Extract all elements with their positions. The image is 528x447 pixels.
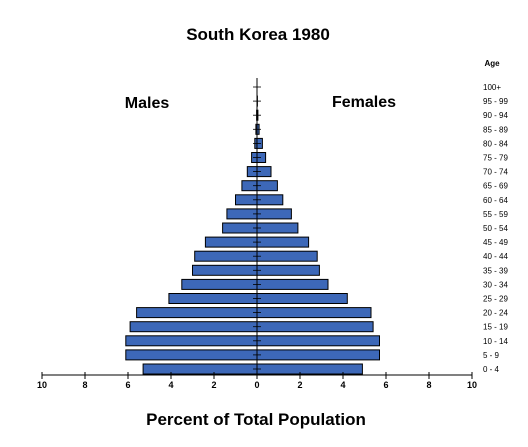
age-tick-label: 25 - 29 (483, 295, 508, 304)
x-tick-label: 8 (82, 380, 87, 390)
bar-male-2 (125, 335, 258, 347)
age-tick-label: 0 - 4 (483, 365, 500, 374)
bar-female-0 (256, 363, 363, 375)
bars-group (125, 78, 380, 376)
males-label: Males (125, 95, 170, 112)
age-tick-label: 40 - 44 (483, 252, 508, 261)
x-tick-label: 6 (125, 380, 130, 390)
x-tick-label: 10 (467, 380, 477, 390)
age-tick-label: 50 - 54 (483, 224, 508, 233)
bar-male-7 (192, 264, 258, 276)
bar-male-8 (194, 250, 258, 262)
bar-male-9 (204, 236, 258, 248)
bar-female-5 (256, 293, 348, 304)
bar-female-11 (256, 208, 292, 220)
bar-female-8 (256, 250, 318, 262)
bar-female-6 (256, 278, 329, 290)
age-tick-label: 60 - 64 (483, 196, 508, 205)
x-tick-label: 2 (297, 380, 302, 390)
females-label: Females (332, 94, 396, 111)
x-tick-label: 4 (340, 380, 345, 390)
x-tick-label: 10 (37, 380, 47, 390)
bar-male-11 (226, 208, 258, 220)
bar-female-2 (256, 335, 380, 347)
bar-female-7 (256, 264, 320, 276)
x-tick-label: 0 (254, 380, 259, 390)
bar-female-4 (256, 307, 372, 319)
age-tick-label: 90 - 94 (483, 111, 508, 120)
bar-female-9 (256, 236, 310, 248)
bar-female-1 (256, 349, 380, 361)
age-tick-label: 5 - 9 (483, 351, 500, 360)
x-axis-label: Percent of Total Population (146, 410, 366, 429)
bar-female-10 (256, 222, 299, 234)
age-tick-label: 95 - 99 (483, 97, 508, 106)
age-tick-label: 85 - 89 (483, 125, 508, 134)
age-tick-label: 15 - 19 (483, 323, 508, 332)
bar-female-3 (256, 321, 374, 333)
age-tick-labels: 0 - 4 5 - 9 10 - 14 15 - 19 20 - 24 25 - 29 30… (483, 83, 508, 374)
age-tick-label: 80 - 84 (483, 139, 508, 148)
bar-male-3 (129, 321, 258, 333)
age-tick-label: 20 - 24 (483, 309, 508, 318)
age-tick-label: 70 - 74 (483, 168, 508, 177)
age-tick-label: 65 - 69 (483, 182, 508, 191)
age-tick-label: 30 - 34 (483, 280, 508, 289)
chart-title: South Korea 1980 (186, 25, 330, 44)
x-tick-label: 4 (168, 380, 173, 390)
bar-male-0 (142, 363, 258, 375)
x-tick-label: 8 (426, 380, 431, 390)
x-tick-label: 2 (211, 380, 216, 390)
age-tick-label: 55 - 59 (483, 210, 508, 219)
x-tick-label: 6 (383, 380, 388, 390)
bar-male-5 (168, 293, 258, 304)
age-tick-label: 10 - 14 (483, 337, 508, 346)
age-tick-label: 75 - 79 (483, 154, 508, 163)
bar-male-1 (125, 349, 258, 361)
bar-male-10 (222, 222, 258, 234)
age-axis-header: Age (484, 59, 500, 68)
age-tick-label: 100+ (483, 83, 501, 92)
age-tick-label: 35 - 39 (483, 266, 508, 275)
age-tick-label: 45 - 49 (483, 238, 508, 247)
bar-male-4 (136, 307, 258, 319)
x-axis: 10 8 6 4 2 0 2 4 6 8 10 (37, 372, 477, 390)
bar-male-6 (181, 278, 258, 290)
